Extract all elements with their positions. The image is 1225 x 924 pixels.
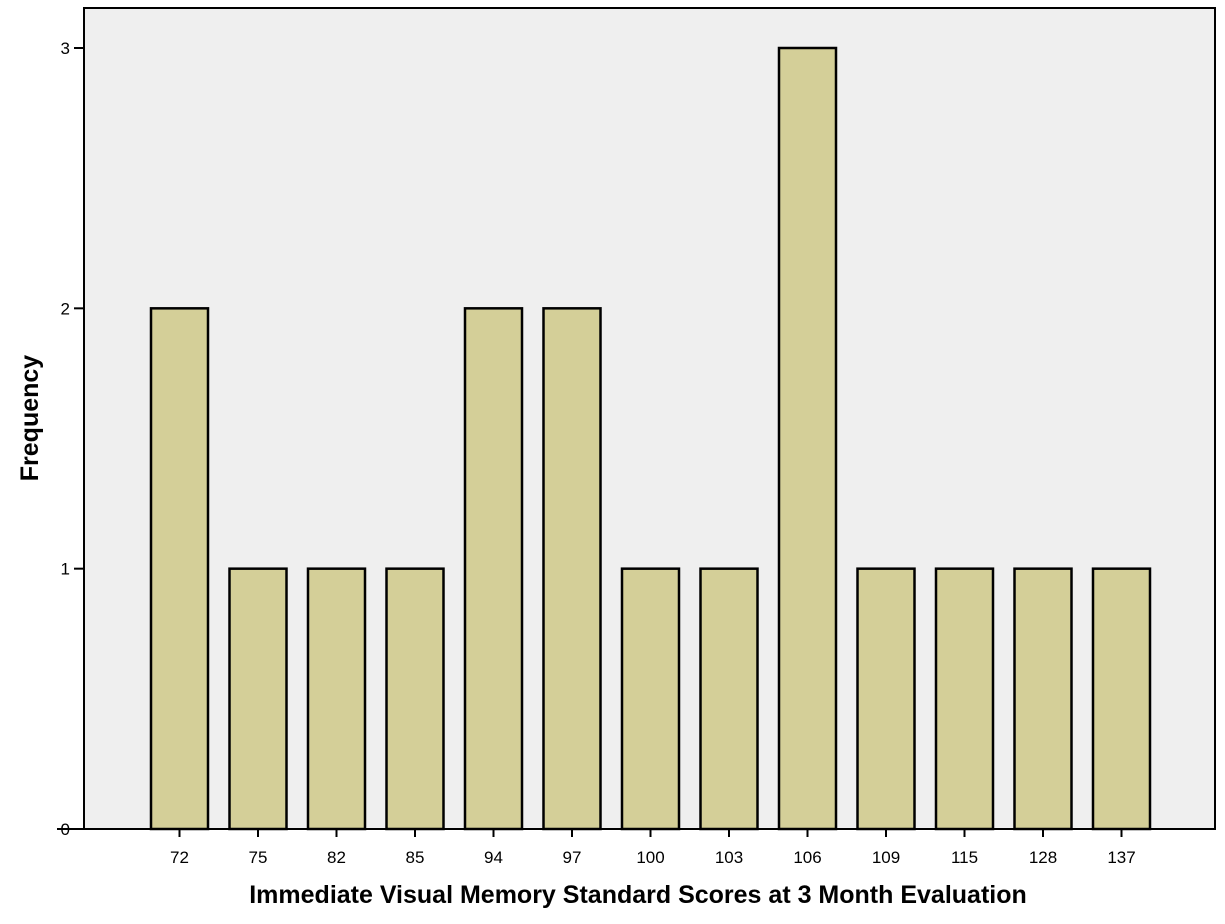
bar-115 bbox=[934, 567, 995, 831]
bar-128 bbox=[1013, 567, 1073, 831]
x-axis-ticks: 72 75 82 85 94 97 100 103 106 109 115 128 137 bbox=[170, 829, 1136, 867]
bar-137 bbox=[1091, 567, 1152, 831]
bar-106 bbox=[777, 46, 838, 831]
x-axis-title: Immediate Visual Memory Standard Scores … bbox=[249, 881, 1027, 909]
x-tick-label: 97 bbox=[563, 848, 582, 867]
x-tick-label: 82 bbox=[327, 848, 346, 867]
y-axis-title: Frequency bbox=[16, 355, 44, 482]
x-tick-label: 106 bbox=[793, 848, 821, 867]
x-tick-label: 85 bbox=[406, 848, 425, 867]
x-tick-label: 109 bbox=[872, 848, 900, 867]
x-tick-label: 103 bbox=[715, 848, 743, 867]
bar-100 bbox=[620, 567, 681, 831]
x-tick-label: 100 bbox=[636, 848, 664, 867]
bar-109 bbox=[856, 567, 916, 831]
y-tick-label: 1 bbox=[61, 560, 70, 579]
y-tick-label: 3 bbox=[61, 39, 70, 58]
y-tick-label: 2 bbox=[61, 299, 70, 318]
bar-94 bbox=[463, 307, 524, 831]
bar-82 bbox=[306, 567, 367, 831]
x-tick-label: 137 bbox=[1107, 848, 1135, 867]
x-tick-label: 115 bbox=[951, 848, 978, 867]
x-tick-label: 128 bbox=[1029, 848, 1057, 867]
x-tick-label: 72 bbox=[170, 848, 189, 867]
x-tick-label: 94 bbox=[484, 848, 503, 867]
bar-85 bbox=[385, 567, 445, 831]
bar-97 bbox=[542, 307, 602, 831]
x-tick-label: 75 bbox=[249, 848, 268, 867]
bar-72 bbox=[149, 307, 210, 831]
bars bbox=[149, 46, 1152, 831]
y-axis-ticks: 0123 bbox=[61, 39, 84, 839]
bar-103 bbox=[699, 567, 759, 831]
bar-75 bbox=[228, 567, 288, 831]
